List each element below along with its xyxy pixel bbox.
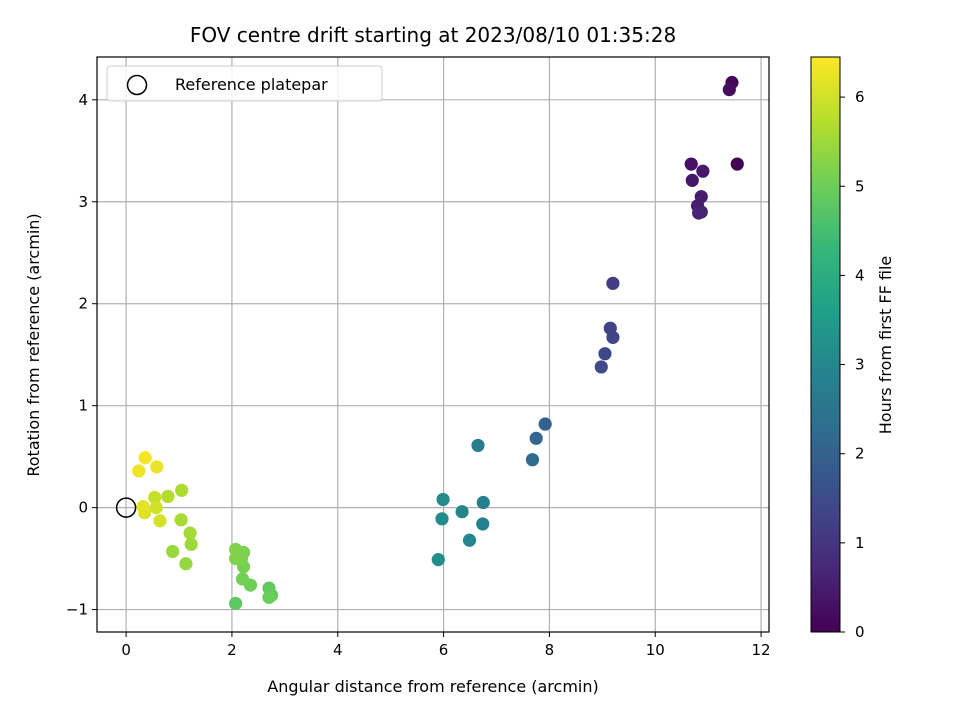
colorbar <box>810 56 841 633</box>
colorbar-tick-label: 6 <box>855 88 865 106</box>
plot-frame <box>96 56 770 633</box>
data-point <box>696 164 710 178</box>
y-axis-label: Rotation from reference (arcmin) <box>24 213 43 476</box>
y-tick-label: 0 <box>78 499 88 517</box>
colorbar-tick-label: 2 <box>855 445 865 463</box>
x-tick-label: 12 <box>752 641 771 659</box>
data-point <box>150 460 164 474</box>
data-point <box>476 517 490 531</box>
y-axis-ticks: −1 0 1 2 3 4 <box>66 91 97 619</box>
y-tick-label: 4 <box>78 91 88 109</box>
data-point <box>685 173 699 187</box>
data-point <box>538 417 552 431</box>
data-point <box>529 431 543 445</box>
data-point <box>606 330 620 344</box>
data-point <box>153 514 167 528</box>
x-tick-label: 6 <box>439 641 449 659</box>
data-point <box>476 495 490 510</box>
data-point <box>132 464 146 478</box>
data-point <box>594 360 608 374</box>
colorbar-tick-label: 5 <box>855 177 865 195</box>
data-point <box>462 533 477 547</box>
data-point <box>183 526 197 540</box>
y-tick-label: 3 <box>78 193 88 211</box>
chart-title: FOV centre drift starting at 2023/08/10 … <box>190 23 676 47</box>
colorbar-tick-label: 3 <box>855 356 865 374</box>
data-point <box>174 513 188 527</box>
data-point <box>431 553 445 567</box>
colorbar-ticks: 0 1 2 3 4 5 6 <box>840 88 865 641</box>
legend-marker <box>126 74 148 96</box>
data-point <box>471 438 485 453</box>
data-point <box>138 451 152 465</box>
data-point <box>598 347 612 361</box>
colorbar-tick-label: 0 <box>855 623 865 641</box>
x-axis-ticks: 0 2 4 6 8 10 12 <box>121 632 771 659</box>
y-tick-label: −1 <box>66 601 88 619</box>
data-point <box>184 537 198 551</box>
colorbar-tick-label: 1 <box>855 534 865 552</box>
data-point <box>262 590 276 604</box>
legend: Reference platepar <box>106 65 383 102</box>
data-point <box>235 572 250 586</box>
x-tick-label: 10 <box>646 641 665 659</box>
x-tick-label: 0 <box>121 641 131 659</box>
colorbar-label: Hours from first FF file <box>876 256 895 435</box>
data-point <box>684 157 698 171</box>
data-point <box>175 483 189 497</box>
data-point <box>692 206 706 220</box>
reference-marker <box>115 497 137 518</box>
data-point <box>606 276 620 290</box>
data-point <box>455 505 469 519</box>
data-point <box>136 500 150 514</box>
data-point <box>435 512 449 526</box>
colorbar-tick-label: 4 <box>855 266 865 284</box>
data-point <box>525 453 540 467</box>
x-tick-label: 4 <box>333 641 343 659</box>
data-point <box>229 551 243 566</box>
data-points <box>132 75 744 611</box>
data-point <box>730 157 744 171</box>
data-point <box>229 542 243 557</box>
data-point <box>436 492 450 507</box>
legend-label: Reference platepar <box>175 75 328 94</box>
legend-box <box>106 65 383 102</box>
x-tick-label: 8 <box>545 641 555 659</box>
y-tick-label: 2 <box>78 295 88 313</box>
y-tick-label: 1 <box>78 397 88 415</box>
x-tick-label: 2 <box>227 641 237 659</box>
data-point <box>722 83 736 97</box>
grid <box>97 57 769 632</box>
data-point <box>161 489 175 504</box>
data-point <box>179 557 193 571</box>
data-point <box>166 544 180 559</box>
data-point <box>229 596 243 611</box>
data-point <box>148 490 162 505</box>
x-axis-label: Angular distance from reference (arcmin) <box>267 677 598 696</box>
data-point <box>149 501 163 515</box>
